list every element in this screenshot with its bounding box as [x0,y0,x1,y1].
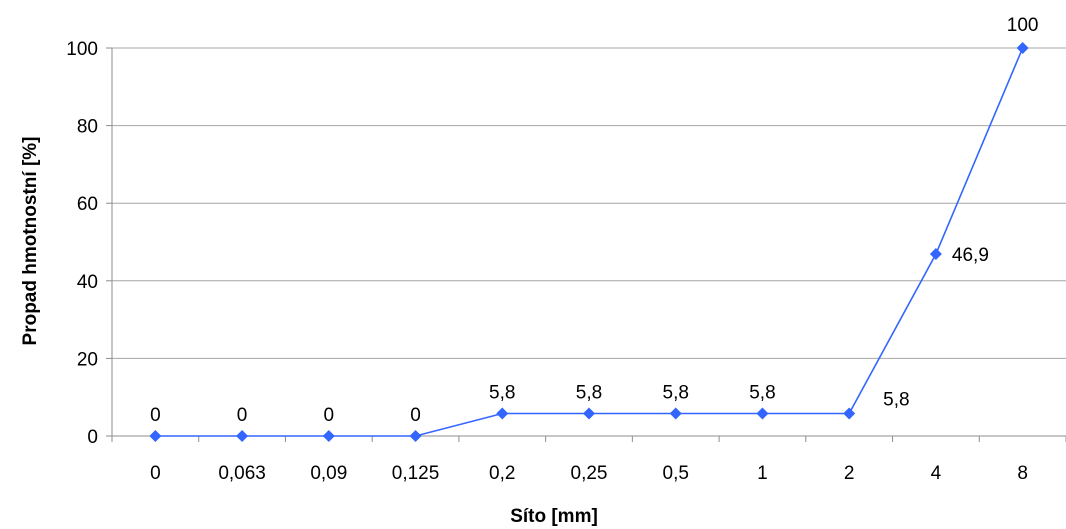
data-label: 5,8 [663,382,689,403]
data-label: 5,8 [576,382,602,403]
x-tick-label: 0,125 [392,463,440,484]
x-tick-label: 4 [931,463,942,484]
x-tick-label: 2 [844,463,855,484]
data-point [583,407,595,420]
x-tick-label: 0,25 [571,463,608,484]
data-labels: 0 0 0 0 5,8 5,8 5,8 5,8 5,8 46,9 100 [150,15,1038,426]
y-tick-label: 40 [77,272,98,293]
data-markers [149,42,1029,442]
y-tick-labels: 0 20 40 60 80 100 [66,39,98,448]
y-tick-label: 80 [77,117,98,138]
data-point [756,407,769,420]
data-label: 0 [237,405,248,426]
data-label: 5,8 [883,389,909,410]
y-axis-title: Propad hmotnostní [%] [20,137,41,346]
data-label: 5,8 [749,382,775,403]
series-line [155,47,1024,437]
gridlines [112,47,1066,359]
y-tick-label: 20 [77,349,98,370]
x-tick-label: 0,063 [218,463,266,484]
x-tick-label: 0,09 [310,463,347,484]
data-point [322,430,335,442]
data-label: 100 [1007,15,1039,36]
x-tick-label: 0,2 [489,463,515,484]
data-point [496,407,509,420]
data-label: 0 [324,405,335,426]
series-polyline [155,47,1024,437]
data-label: 46,9 [952,245,989,266]
x-tick-label: 0 [150,463,161,484]
data-point [843,407,856,420]
data-point [929,248,942,261]
y-tick-label: 60 [77,194,98,215]
data-label: 5,8 [489,382,515,403]
data-label: 0 [150,405,161,426]
x-axis-title: Síto [mm] [510,506,598,527]
x-tick-label: 1 [757,463,768,484]
x-tick-label: 0,5 [663,463,689,484]
data-point [669,407,682,420]
data-label: 0 [410,405,421,426]
x-tick-labels: 0 0,063 0,09 0,125 0,2 0,25 0,5 1 2 4 8 [150,463,1028,484]
y-tick-label: 0 [87,427,98,448]
x-tick-label: 8 [1017,463,1028,484]
data-point [236,430,249,442]
data-point [409,430,422,442]
data-point [1016,42,1029,54]
data-point [149,430,162,442]
y-tick-label: 100 [66,39,98,60]
